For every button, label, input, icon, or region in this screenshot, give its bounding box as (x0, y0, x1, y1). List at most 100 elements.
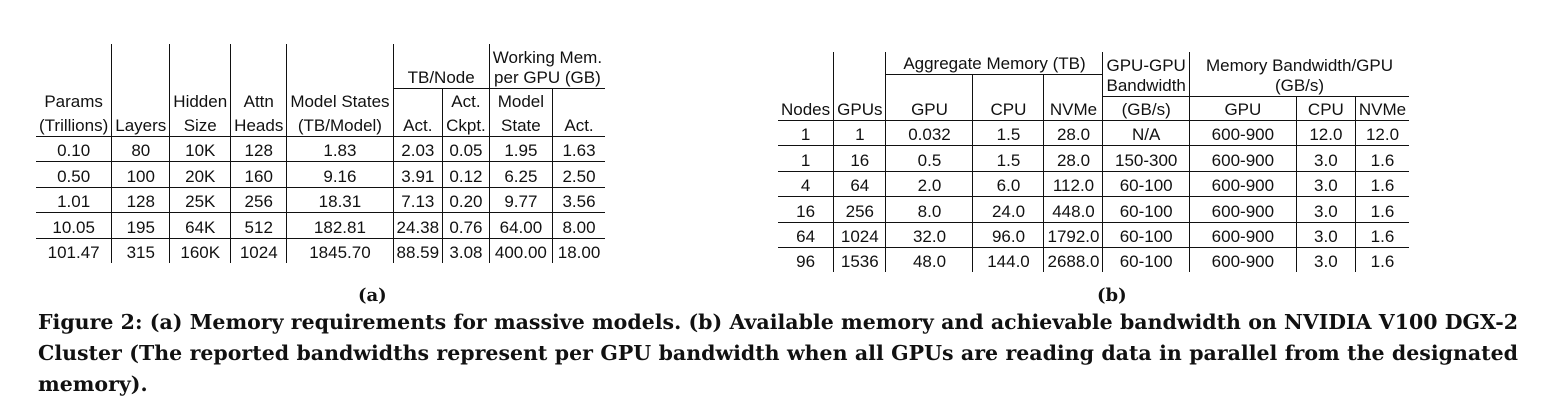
table-cell: 4 (778, 171, 835, 198)
table-row: 16 256 8.0 24.0 448.0 60-100 600-900 3.0 1.6 (778, 196, 1410, 223)
header-act: Act. (393, 112, 444, 137)
header-memory-bandwidth: Memory Bandwidth/GPU (GB/s) (1189, 52, 1410, 97)
table-row: 101.47 315 160K 1024 1845.70 88.59 3.08 400.00 1… (36, 238, 605, 263)
table-cell: 600-900 (1189, 222, 1297, 248)
table-row: 4 64 2.0 6.0 112.0 60-100 600-900 3.0 1.6 (778, 171, 1410, 198)
memory-requirements-table: TB/Node Working Mem. per GPU (GB) Params… (36, 44, 606, 263)
table-cell: 160K (169, 238, 232, 263)
table-cell: 1792.0 (1043, 222, 1104, 248)
header-tb-model: (TB/Model) (286, 112, 394, 137)
table-cell: 1 (778, 145, 835, 172)
table-cell: 101.47 (36, 238, 113, 263)
table-cell: 18.00 (557, 242, 601, 262)
table-cell: 3.0 (1296, 196, 1356, 223)
header-act-ckpt-top: Act. (442, 88, 490, 112)
table-cell: 150-300 (1102, 145, 1190, 172)
table-row: 1.01 128 25K 256 18.31 7.13 0.20 9.77 3.56 (36, 187, 606, 214)
header-layers: Layers (111, 112, 171, 137)
table-row: 0.10 80 10K 128 1.83 2.03 0.05 1.95 1.63 (36, 136, 606, 163)
header-agg-cpu: CPU (972, 96, 1045, 121)
header-bw-nvme: NVMe (1355, 96, 1410, 121)
table-cell: 0.76 (442, 212, 490, 239)
table-row: 96 1536 48.0 144.0 2688.0 60-100 600-900 3.0 1.6 (778, 247, 1409, 273)
table-cell: 1.6 (1370, 252, 1395, 272)
table-cell: 8.0 (885, 196, 974, 223)
table-cell: 600-900 (1189, 120, 1297, 147)
table-cell: 88.59 (393, 238, 444, 263)
header-attn: Attn (230, 88, 288, 112)
table-cell: 64K (169, 212, 232, 239)
table-cell: 12.0 (1296, 120, 1356, 147)
table-cell: 64 (778, 222, 835, 248)
table-cell: 28.0 (1043, 120, 1104, 147)
table-cell: 6.25 (489, 161, 553, 188)
header-model-state-top: Model (489, 88, 553, 112)
table-cell: 3.0 (1296, 171, 1356, 198)
table-cell: 600-900 (1189, 145, 1297, 172)
table-cell: 600-900 (1189, 196, 1297, 223)
table-cell: 28.0 (1043, 145, 1104, 172)
table-cell: 1 (778, 120, 835, 147)
table-cell: N/A (1102, 120, 1190, 147)
table-cell: 0.20 (442, 187, 490, 214)
table-cell: 8.00 (552, 212, 606, 239)
table-cell: 1.6 (1355, 196, 1410, 223)
table-cell: 16 (778, 196, 835, 223)
table-cell: 1.5 (972, 120, 1045, 147)
table-cell: 195 (111, 212, 171, 239)
header-nodes: Nodes (778, 96, 835, 121)
subcaption-a: (a) (358, 285, 387, 306)
header-tb-node: TB/Node (393, 44, 490, 89)
table-cell: 2688.0 (1043, 247, 1104, 273)
table-cell: 182.81 (286, 212, 394, 239)
table-cell: 1024 (230, 238, 288, 263)
table-cell: 25K (169, 187, 232, 214)
table-cell: 10.05 (36, 212, 113, 239)
header-bw-cpu: CPU (1296, 96, 1356, 121)
table-cell: 9.16 (286, 161, 394, 188)
table-cell: 60-100 (1102, 247, 1190, 273)
available-memory-table: Aggregate Memory (TB) GPU-GPU Bandwidth … (778, 52, 1410, 273)
table-cell: 448.0 (1043, 196, 1104, 223)
header-gbps: (GB/s) (1102, 96, 1190, 121)
table-cell: 3.91 (393, 161, 444, 188)
table-cell: 512 (230, 212, 288, 239)
table-cell: 60-100 (1102, 196, 1190, 223)
table-cell: 12.0 (1355, 120, 1410, 147)
table-cell: 18.31 (286, 187, 394, 214)
table-row: 64 1024 32.0 96.0 1792.0 60-100 600-900 3.0 1.6 (778, 222, 1410, 248)
table-cell: 60-100 (1102, 171, 1190, 198)
table-cell: 10K (169, 136, 232, 163)
header-aggregate-memory: Aggregate Memory (TB) (885, 52, 1104, 75)
table-cell: 1.6 (1355, 145, 1410, 172)
table-cell: 0.05 (442, 136, 490, 163)
table-cell: 600-900 (1189, 171, 1297, 198)
table-cell: 0.10 (36, 136, 113, 163)
table-cell: 600-900 (1189, 247, 1297, 273)
table-cell: 1.83 (286, 136, 394, 163)
table-cell: 256 (833, 196, 887, 223)
table-cell: 1.5 (972, 145, 1045, 172)
table-cell: 1536 (833, 247, 887, 273)
table-cell: 256 (230, 187, 288, 214)
header-params: Params (36, 88, 113, 112)
header-working-mem: Working Mem. per GPU (GB) (489, 44, 606, 89)
table-cell: 0.12 (442, 161, 490, 188)
header-model-states: Model States (286, 88, 394, 112)
table-row: 0.50 100 20K 160 9.16 3.91 0.12 6.25 2.50 (36, 161, 606, 188)
table-cell: 315 (111, 238, 171, 263)
table-cell: 3.0 (1296, 145, 1356, 172)
table-row: 1 1 0.032 1.5 28.0 N/A 600-900 12.0 12.0 (778, 120, 1410, 147)
header-bw-gpu: GPU (1189, 96, 1297, 121)
table-cell: 80 (111, 136, 171, 163)
figure-caption: Figure 2: (a) Memory requirements for ma… (38, 310, 1518, 396)
table-cell: 24.0 (972, 196, 1045, 223)
table-cell: 9.77 (489, 187, 553, 214)
table-cell: 3.08 (442, 238, 490, 263)
table-cell: 1.63 (552, 136, 606, 163)
table-cell: 7.13 (393, 187, 444, 214)
table-cell: 48.0 (885, 247, 974, 273)
table-cell: 3.0 (1296, 247, 1356, 273)
table-cell: 20K (169, 161, 232, 188)
table-cell: 16 (833, 145, 887, 172)
